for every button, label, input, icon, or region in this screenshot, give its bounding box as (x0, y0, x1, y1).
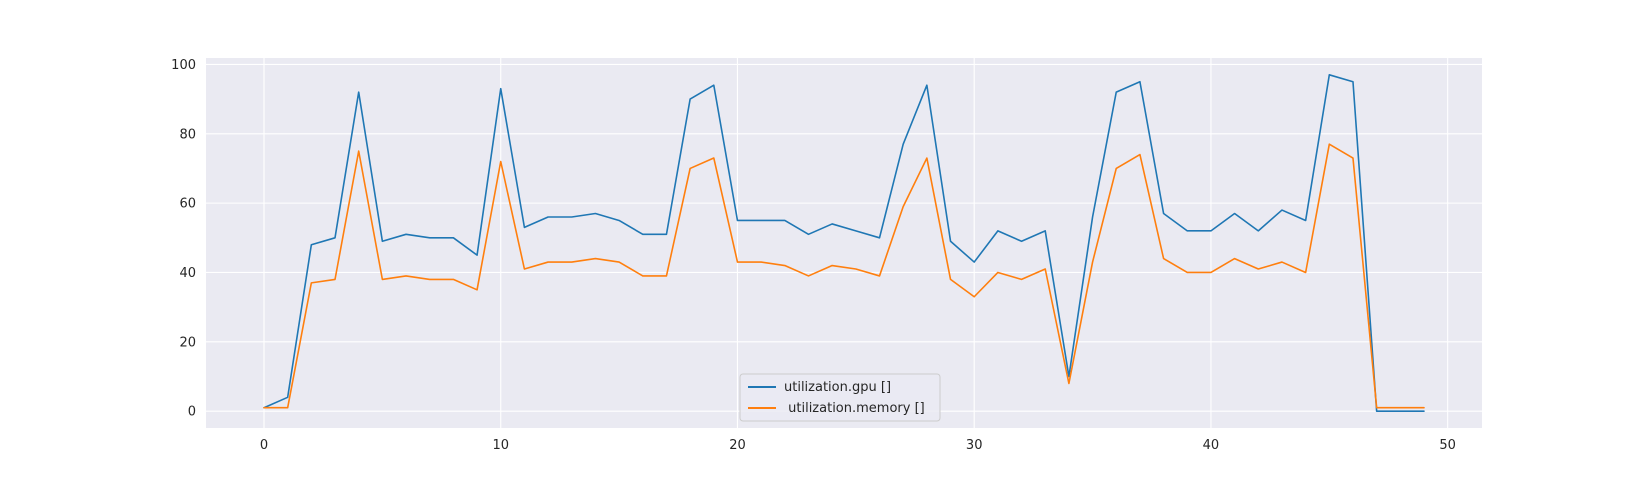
x-tick-label: 30 (966, 438, 983, 453)
legend: utilization.gpu [] utilization.memory [] (739, 373, 941, 422)
x-tick-label: 20 (729, 438, 746, 453)
y-tick-label: 0 (188, 405, 196, 420)
y-tick-label: 20 (179, 335, 196, 350)
series-line-gpu (263, 74, 1425, 412)
x-tick-label: 40 (1203, 438, 1220, 453)
y-tick-label: 40 (179, 266, 196, 281)
legend-label-gpu: utilization.gpu [] (784, 380, 891, 395)
y-tick-label: 60 (179, 197, 196, 212)
legend-frame (739, 373, 941, 422)
plot-background (206, 58, 1482, 428)
y-axis-ticks: 0 20 40 60 80 100 (171, 58, 196, 420)
x-tick-label: 10 (492, 438, 509, 453)
x-tick-label: 50 (1439, 438, 1456, 453)
legend-label-memory: utilization.memory [] (784, 401, 925, 416)
y-tick-label: 80 (179, 127, 196, 142)
x-tick-label: 0 (260, 438, 268, 453)
grid (206, 58, 1482, 428)
series-line-memory (263, 143, 1425, 409)
series-lines (263, 74, 1425, 412)
x-axis-ticks: 0 10 20 30 40 50 (260, 438, 1456, 453)
y-tick-label: 100 (171, 58, 196, 73)
